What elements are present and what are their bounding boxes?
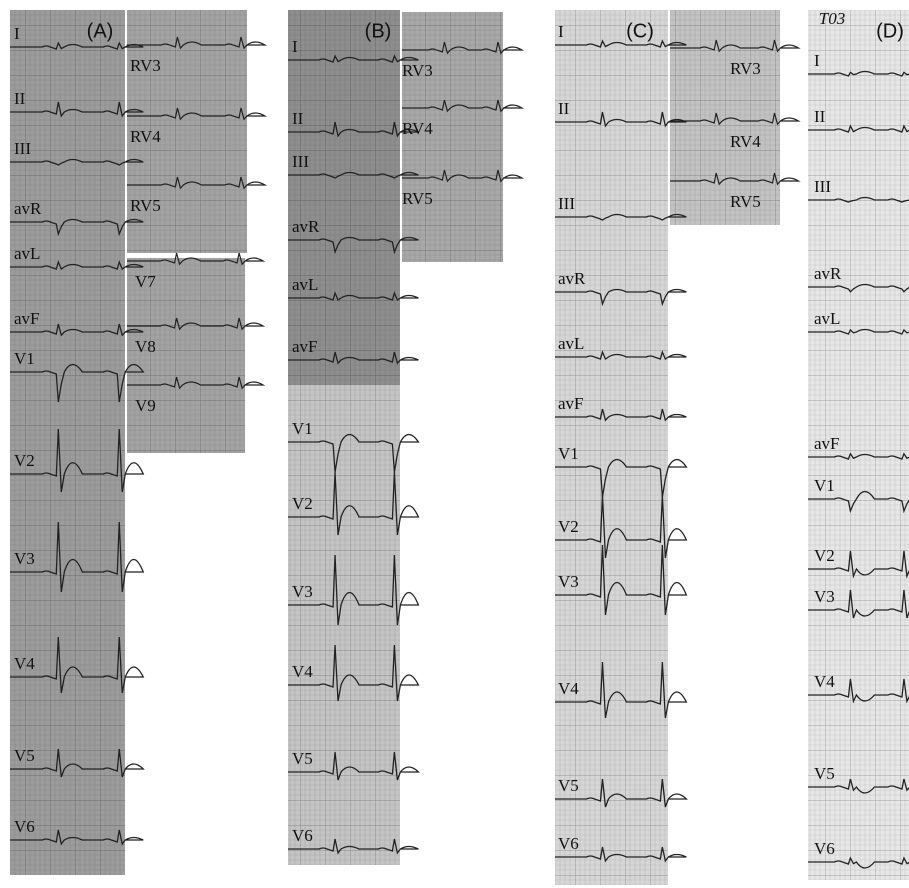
lead-label: V2 (14, 451, 35, 470)
ecg-panel: IIIIIIavRavLavFV1V2V3V4V5V6RV3RV4RV5V7V8… (10, 10, 265, 875)
lead-label: III (292, 152, 309, 171)
lead-label: V9 (135, 396, 156, 415)
lead-label: avL (814, 309, 840, 328)
panel-label: (C) (626, 20, 654, 42)
lead-label: V1 (14, 349, 35, 368)
lead-label: V2 (814, 546, 835, 565)
lead-label: III (814, 177, 831, 196)
strip-grid (670, 10, 780, 225)
lead-label: V4 (814, 672, 835, 691)
lead-label: V5 (814, 764, 835, 783)
lead-label: RV4 (130, 127, 161, 146)
lead-label: I (558, 22, 564, 41)
lead-label: avF (14, 309, 40, 328)
lead-label: V6 (292, 826, 313, 845)
lead-label: avR (814, 264, 842, 283)
lead-label: V6 (814, 839, 835, 858)
lead-label: RV4 (730, 132, 761, 151)
lead-label: V6 (14, 817, 35, 836)
strip-grid (288, 10, 400, 385)
lead-label: V4 (14, 654, 35, 673)
panel-label: (D) (876, 20, 904, 42)
lead-label: V1 (814, 476, 835, 495)
lead-label: avR (14, 199, 42, 218)
lead-label: V6 (558, 834, 579, 853)
lead-label: V4 (558, 679, 579, 698)
lead-label: RV5 (730, 192, 761, 211)
lead-label: avR (558, 269, 586, 288)
lead-label: III (14, 139, 31, 158)
lead-label: avF (814, 434, 840, 453)
lead-label: II (558, 99, 570, 118)
handwritten-note: T03 (819, 9, 845, 28)
lead-label: V5 (558, 776, 579, 795)
lead-label: V2 (558, 517, 579, 536)
lead-label: V5 (14, 746, 35, 765)
lead-label: V5 (292, 749, 313, 768)
lead-label: avL (558, 334, 584, 353)
lead-label: V8 (135, 337, 156, 356)
panel-label: (B) (365, 20, 392, 42)
lead-label: III (558, 194, 575, 213)
lead-label: RV4 (402, 119, 433, 138)
lead-label: avL (14, 244, 40, 263)
lead-label: II (292, 109, 304, 128)
lead-label: V3 (558, 572, 579, 591)
lead-label: V1 (558, 444, 579, 463)
lead-label: V4 (292, 662, 313, 681)
lead-label: RV5 (130, 196, 161, 215)
lead-label: V1 (292, 419, 313, 438)
lead-label: II (814, 107, 826, 126)
lead-label: V3 (814, 587, 835, 606)
lead-label: II (14, 89, 26, 108)
panel-label: (A) (87, 20, 114, 42)
lead-label: RV3 (402, 61, 433, 80)
lead-label: RV3 (730, 59, 761, 78)
lead-label: I (292, 37, 298, 56)
ecg-panel: IIIIIIavRavLavFV1V2V3V4V5V6(D)T03 (808, 9, 909, 880)
lead-label: avL (292, 275, 318, 294)
strip-grid (288, 385, 400, 865)
lead-label: I (814, 51, 820, 70)
lead-label: RV3 (130, 56, 161, 75)
lead-label: avF (558, 394, 584, 413)
lead-label: RV5 (402, 189, 433, 208)
lead-label: V2 (292, 494, 313, 513)
lead-label: V3 (292, 582, 313, 601)
lead-label: V3 (14, 549, 35, 568)
ecg-figure: IIIIIIavRavLavFV1V2V3V4V5V6RV3RV4RV5V7V8… (0, 0, 909, 888)
lead-label: avF (292, 337, 318, 356)
lead-label: I (14, 24, 20, 43)
lead-label: avR (292, 217, 320, 236)
lead-label: V7 (135, 272, 156, 291)
